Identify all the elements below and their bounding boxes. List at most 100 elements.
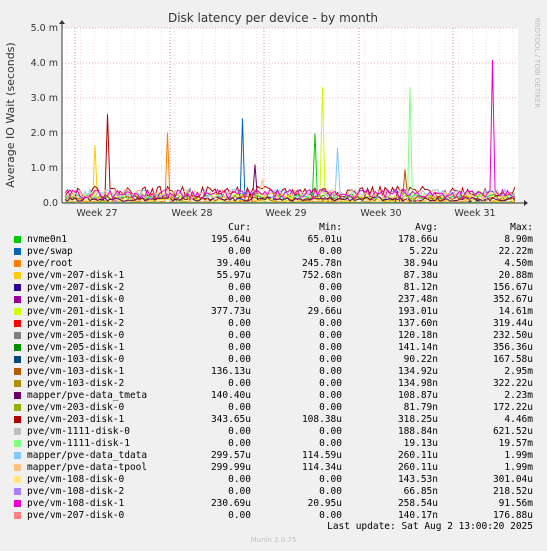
min-value: 0.00 [319, 330, 342, 341]
legend-row: mapper/pve-data_tdata 299.57u 114.59u 260.1… [0, 450, 547, 462]
cur-value: 140.40u [210, 390, 251, 401]
legend-row: pve/vm-103-disk-1 136.13u 0.00 134.92u 2.95m [0, 366, 547, 378]
avg-value: 137.60n [397, 318, 438, 329]
max-value: 4.46m [504, 414, 533, 425]
legend-swatch [14, 428, 21, 435]
series-name: mapper/pve-data_tdata [27, 450, 148, 461]
max-value: 1.99m [504, 462, 533, 473]
avg-value: 19.13u [403, 438, 438, 449]
avg-value: 178.66u [397, 234, 438, 245]
legend-swatch [14, 368, 21, 375]
max-value: 1.99m [504, 450, 533, 461]
max-value: 20.88m [498, 270, 533, 281]
avg-value: 81.12n [403, 282, 438, 293]
legend-swatch [14, 248, 21, 255]
series-name: mapper/pve-data-tpool [27, 462, 148, 473]
x-tick-label: Week 31 [454, 208, 495, 219]
legend-row: pve/vm-108-disk-0 0.00 0.00 143.53n 301.04u [0, 474, 547, 486]
legend-swatch [14, 380, 21, 387]
series-name: pve/vm-1111-disk-0 [27, 426, 130, 437]
avg-value: 5.22u [409, 246, 438, 257]
cur-value: 0.00 [228, 294, 251, 305]
series-name: pve/vm-201-disk-2 [27, 318, 125, 329]
max-value: 22.22m [498, 246, 533, 257]
legend-swatch [14, 476, 21, 483]
legend-row: pve/vm-203-disk-1 343.65u 108.38u 318.25u 4.… [0, 414, 547, 426]
min-value: 245.78n [301, 258, 342, 269]
col-cur-header: Cur: [228, 222, 251, 233]
series-name: pve/vm-201-disk-1 [27, 306, 125, 317]
legend-row: pve/vm-205-disk-1 0.00 0.00 141.14n 356.36u [0, 342, 547, 354]
avg-value: 258.54u [397, 498, 438, 509]
avg-value: 141.14n [397, 342, 438, 353]
y-tick-label: 2.0 m [31, 128, 58, 139]
avg-value: 108.87u [397, 390, 438, 401]
cur-value: 343.65u [210, 414, 251, 425]
cur-value: 299.99u [210, 462, 251, 473]
avg-value: 87.38u [403, 270, 438, 281]
y-tick-label: 0.0 [43, 198, 58, 209]
legend-row: pve/vm-103-disk-2 0.00 0.00 134.98n 322.22u [0, 378, 547, 390]
avg-value: 120.18n [397, 330, 438, 341]
max-value: 4.50m [504, 258, 533, 269]
cur-value: 0.00 [228, 474, 251, 485]
min-value: 0.00 [319, 486, 342, 497]
series-line [64, 179, 516, 200]
series-name: pve/vm-103-disk-1 [27, 366, 125, 377]
min-value: 114.34u [301, 462, 342, 473]
legend-row: pve/vm-207-disk-1 55.97u 752.68n 87.38u 20.8… [0, 270, 547, 282]
legend-row: pve/vm-108-disk-1 230.69u 20.95u 258.54u 91.… [0, 498, 547, 510]
max-value: 322.22u [492, 378, 533, 389]
legend-swatch [14, 440, 21, 447]
legend-swatch [14, 512, 21, 519]
cur-value: 0.00 [228, 318, 251, 329]
y-tick-label: 5.0 m [31, 23, 58, 34]
last-update: Last update: Sat Aug 2 13:00:20 2025 [327, 521, 533, 532]
avg-value: 134.92u [397, 366, 438, 377]
max-value: 319.44u [492, 318, 533, 329]
y-tick-label: 3.0 m [31, 93, 58, 104]
avg-value: 318.25u [397, 414, 438, 425]
series-name: pve/vm-205-disk-0 [27, 330, 125, 341]
legend-swatch [14, 236, 21, 243]
legend-row: pve/vm-207-disk-2 0.00 0.00 81.12n 156.67u [0, 282, 547, 294]
legend-swatch [14, 260, 21, 267]
series-name: pve/vm-108-disk-2 [27, 486, 125, 497]
avg-value: 143.53n [397, 474, 438, 485]
legend-swatch [14, 500, 21, 507]
avg-value: 188.84n [397, 426, 438, 437]
legend-swatch [14, 392, 21, 399]
legend-header: Cur: Min: Avg: Max: [0, 222, 547, 234]
legend-swatch [14, 308, 21, 315]
plot-background [62, 28, 518, 203]
series-name: pve/vm-108-disk-1 [27, 498, 125, 509]
series-name: pve/vm-108-disk-0 [27, 474, 125, 485]
cur-value: 0.00 [228, 342, 251, 353]
cur-value: 0.00 [228, 510, 251, 521]
max-value: 621.52u [492, 426, 533, 437]
cur-value: 0.00 [228, 246, 251, 257]
min-value: 108.38u [301, 414, 342, 425]
min-value: 0.00 [319, 378, 342, 389]
legend-swatch [14, 344, 21, 351]
avg-value: 38.94u [403, 258, 438, 269]
min-value: 0.00 [319, 246, 342, 257]
min-value: 0.00 [319, 438, 342, 449]
min-value: 0.00 [319, 342, 342, 353]
max-value: 91.56m [498, 498, 533, 509]
cur-value: 0.00 [228, 354, 251, 365]
min-value: 0.00 [319, 294, 342, 305]
series-name: pve/vm-103-disk-0 [27, 354, 125, 365]
legend-row: nvme0n1 195.64u 65.01u 178.66u 8.90m [0, 234, 547, 246]
chart-area: 0.0 1.0 m 2.0 m 3.0 m 4.0 m 5.0 m Week 27 Week … [0, 0, 547, 222]
cur-value: 299.57u [210, 450, 251, 461]
legend: Cur: Min: Avg: Max: nvme0n1 195.64u 65.01u… [0, 222, 547, 522]
legend-row: pve/vm-207-disk-0 0.00 0.00 140.17n 176.88u [0, 510, 547, 522]
series-name: pve/root [27, 258, 73, 269]
max-value: 2.95m [504, 366, 533, 377]
max-value: 218.52u [492, 486, 533, 497]
legend-row: pve/vm-203-disk-0 0.00 0.00 81.79n 172.22u [0, 402, 547, 414]
legend-row: pve/vm-201-disk-2 0.00 0.00 137.60n 319.44u [0, 318, 547, 330]
min-value: 0.00 [319, 402, 342, 413]
col-min-header: Min: [319, 222, 342, 233]
